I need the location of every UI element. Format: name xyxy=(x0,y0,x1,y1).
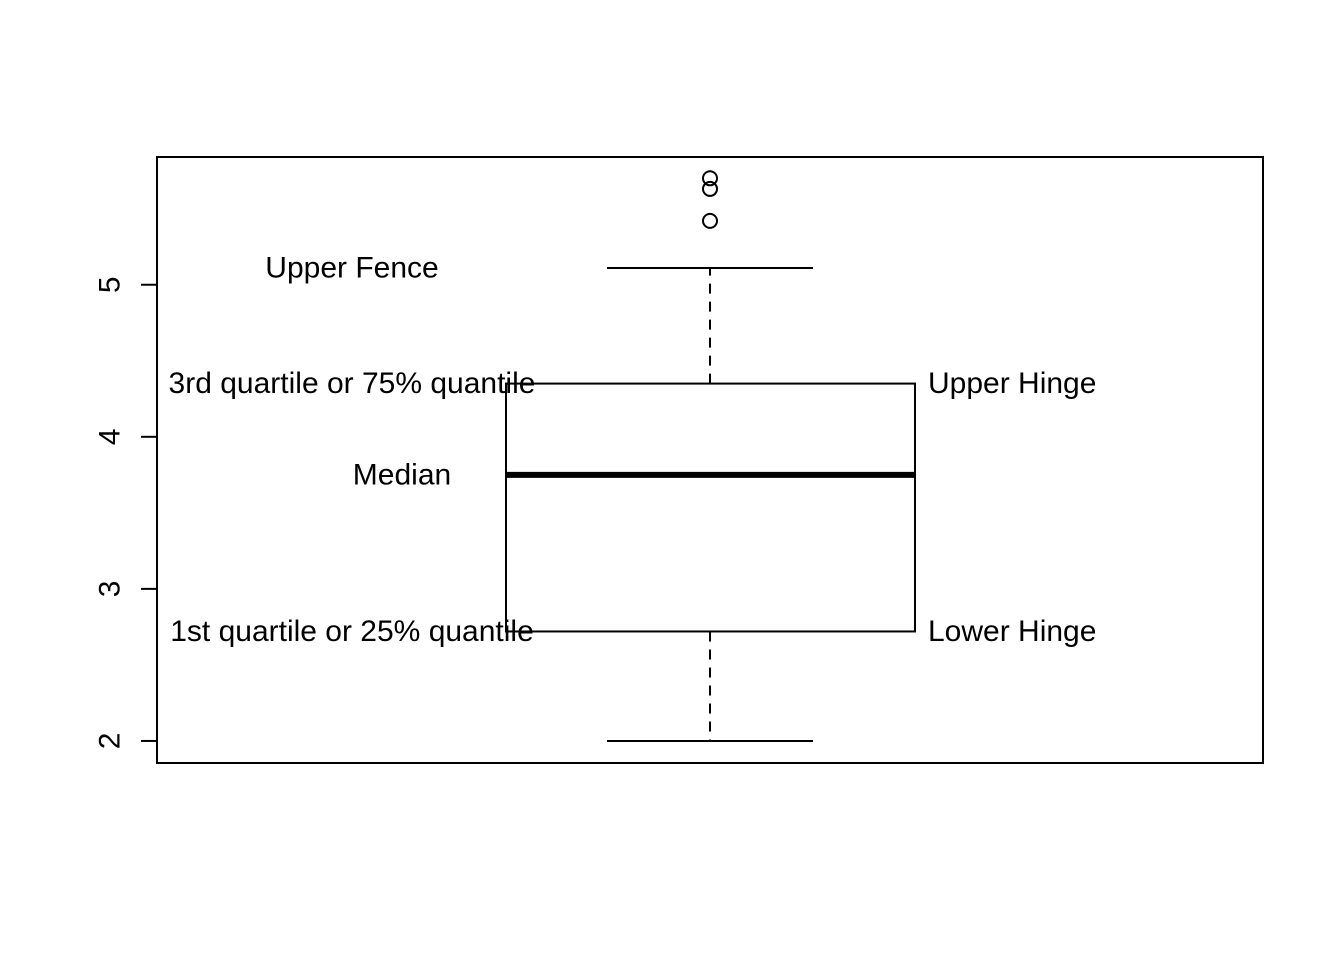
first-quartile-label: 1st quartile or 25% quantile xyxy=(170,615,534,648)
y-tick-label: 5 xyxy=(94,276,127,293)
y-axis-ticks: 2 3 4 5 xyxy=(94,276,157,750)
outlier-point xyxy=(702,170,718,187)
y-tick-label: 3 xyxy=(94,581,127,598)
third-quartile-label: 3rd quartile or 75% quantile xyxy=(169,367,536,400)
upper-fence-label: Upper Fence xyxy=(265,252,438,285)
outlier-point xyxy=(702,180,718,197)
lower-hinge-label: Lower Hinge xyxy=(928,615,1096,648)
outlier-points xyxy=(702,170,718,229)
y-tick-label: 2 xyxy=(94,733,127,750)
y-tick-label: 4 xyxy=(94,428,127,445)
upper-hinge-label: Upper Hinge xyxy=(928,367,1096,400)
median-label: Median xyxy=(353,458,451,491)
outlier-point xyxy=(702,212,718,229)
interquartile-box xyxy=(505,382,916,633)
